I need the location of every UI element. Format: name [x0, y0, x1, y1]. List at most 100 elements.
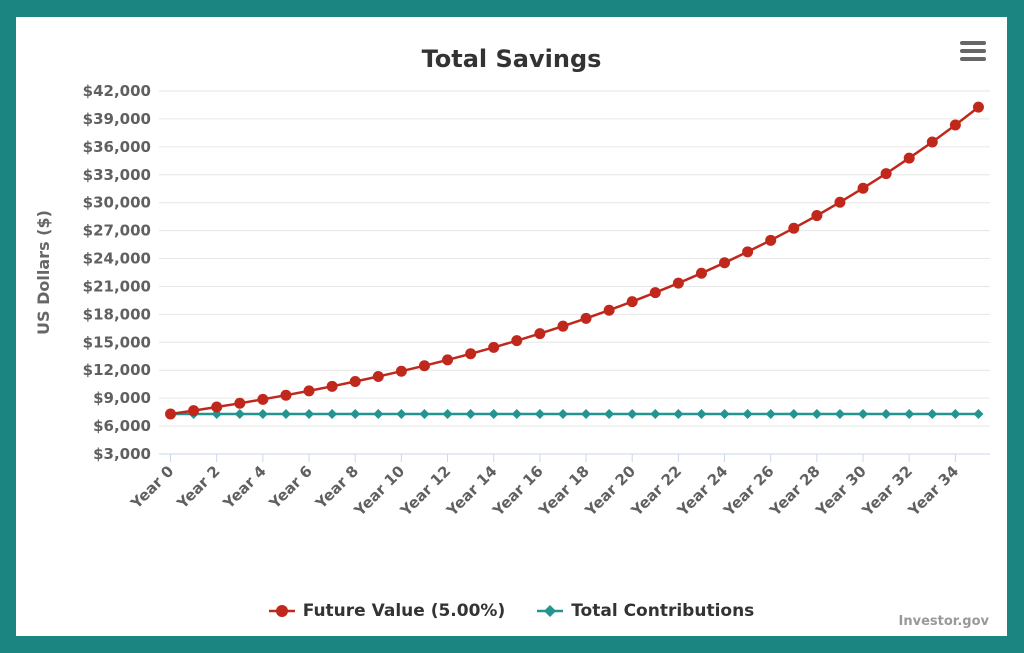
data-point: [672, 277, 684, 289]
data-point: [858, 408, 869, 419]
x-tick-label: Year 0: [127, 462, 178, 513]
data-point: [650, 408, 661, 419]
data-point: [395, 365, 407, 377]
data-point: [488, 408, 499, 419]
hamburger-menu-icon[interactable]: [960, 41, 986, 63]
data-point: [234, 397, 246, 409]
data-point: [396, 408, 407, 419]
x-tick-label: Year 6: [265, 462, 316, 513]
data-point: [788, 408, 799, 419]
data-point: [534, 328, 546, 340]
data-point: [719, 257, 731, 269]
data-point: [626, 296, 638, 308]
legend-item-total-contributions[interactable]: Total Contributions: [537, 601, 754, 621]
y-tick-label: $42,000: [83, 82, 151, 100]
data-point: [903, 152, 915, 164]
legend-item-future-value[interactable]: Future Value (5.00%): [268, 601, 506, 621]
data-point: [950, 408, 961, 419]
x-tick-label: Year 24: [673, 462, 731, 520]
data-point: [880, 168, 892, 180]
x-tick-label: Year 28: [766, 462, 824, 520]
data-point: [627, 408, 638, 419]
data-point: [234, 408, 245, 419]
data-point: [973, 408, 984, 419]
chart-plot-area: $3,000 $6,000 $9,000 $12,000 $15,000 $18,000 $…: [34, 82, 990, 520]
data-point: [904, 408, 915, 419]
y-tick-label: $12,000: [83, 361, 151, 379]
data-point: [372, 371, 384, 383]
data-point: [349, 376, 361, 388]
data-point: [811, 210, 823, 222]
data-point: [581, 408, 592, 419]
data-point: [603, 304, 615, 316]
chart-legend: Future Value (5.00%) Total Contributions: [16, 601, 1007, 621]
data-point: [557, 320, 569, 332]
data-point: [834, 408, 845, 419]
data-point: [327, 408, 338, 419]
data-point: [834, 196, 846, 208]
data-point: [557, 408, 568, 419]
data-point: [465, 408, 476, 419]
chart-title: Total Savings: [421, 45, 602, 73]
y-tick-label: $15,000: [83, 333, 151, 351]
y-tick-label: $36,000: [83, 138, 151, 156]
y-tick-label: $21,000: [83, 277, 151, 295]
data-point: [765, 234, 777, 246]
x-tick-label: Year 20: [581, 462, 639, 520]
data-point: [211, 401, 223, 413]
series-total-contributions: [165, 408, 984, 419]
legend-label-future-value: Future Value (5.00%): [302, 601, 506, 621]
legend-diamond-icon: [537, 605, 564, 617]
data-point: [326, 380, 338, 392]
data-point: [465, 348, 477, 360]
data-point: [695, 267, 707, 279]
data-point: [649, 287, 661, 299]
x-tick-label: Year 22: [627, 462, 685, 520]
data-point: [303, 385, 315, 397]
y-tick-label: $18,000: [83, 305, 151, 323]
y-tick-label: $24,000: [83, 250, 151, 268]
data-point: [857, 182, 869, 194]
series-line: [170, 106, 980, 416]
data-point: [673, 408, 684, 419]
legend-label-total-contributions: Total Contributions: [571, 601, 755, 621]
data-point: [696, 408, 707, 419]
data-point: [350, 408, 361, 419]
x-tick-label: Year 14: [442, 462, 500, 520]
y-tick-label: $30,000: [83, 194, 151, 212]
data-point: [511, 408, 522, 419]
data-point: [927, 408, 938, 419]
data-point: [442, 408, 453, 419]
data-point: [165, 408, 177, 420]
data-point: [881, 408, 892, 419]
data-point: [742, 408, 753, 419]
data-point: [719, 408, 730, 419]
data-point: [926, 136, 938, 148]
data-point: [280, 389, 292, 401]
x-tick-label: Year 16: [489, 462, 547, 520]
x-tick-label: Year 30: [812, 462, 870, 520]
data-point: [972, 101, 984, 113]
data-point: [373, 408, 384, 419]
y-tick-label: $6,000: [93, 417, 151, 435]
data-point: [257, 393, 269, 405]
data-point: [188, 405, 200, 417]
x-tick-label: Year 26: [719, 462, 777, 520]
chart-credit[interactable]: Investor.gov: [898, 614, 989, 629]
data-point: [534, 408, 545, 419]
x-tick-label: Year 2: [173, 462, 224, 513]
chart-panel: Total Savings $3,000 $6,000 $9,000 $12,000 $…: [16, 17, 1007, 636]
data-point: [742, 246, 754, 258]
x-tick-label: Year 10: [350, 462, 408, 520]
y-tick-label: $33,000: [83, 166, 151, 184]
x-tick-label: Year 12: [396, 462, 454, 520]
x-tick-label: Year 34: [904, 462, 962, 520]
data-point: [419, 408, 430, 419]
data-point: [580, 312, 592, 324]
y-axis-title: US Dollars ($): [34, 210, 53, 335]
data-point: [304, 408, 315, 419]
data-point: [280, 408, 291, 419]
y-tick-label: $39,000: [83, 110, 151, 128]
y-tick-label: $3,000: [93, 445, 151, 463]
series-future-value: [165, 101, 984, 420]
